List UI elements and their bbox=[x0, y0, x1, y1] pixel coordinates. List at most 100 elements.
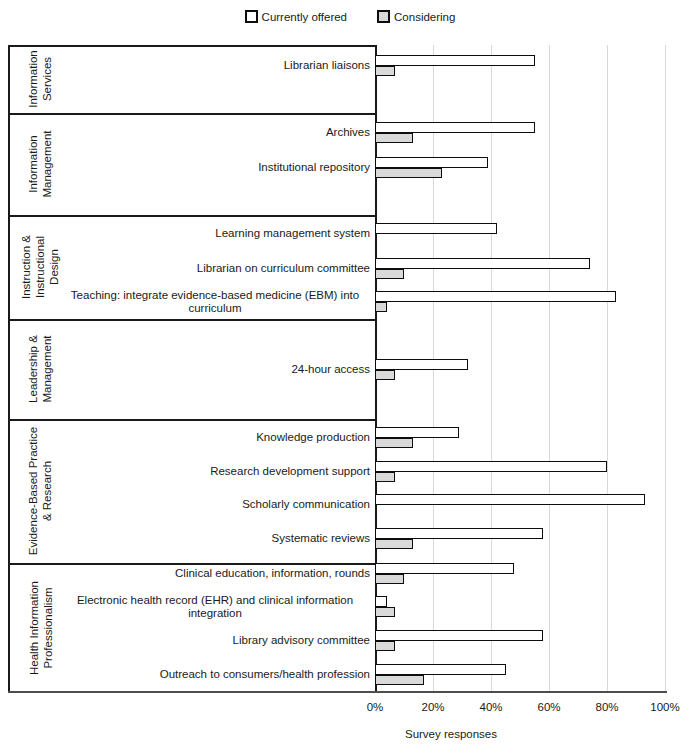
bar-considering bbox=[375, 370, 395, 381]
row-label: Teaching: integrate evidence-based medic… bbox=[60, 287, 370, 317]
row-label-text: Scholarly communication bbox=[242, 498, 370, 511]
legend-label: Considering bbox=[394, 11, 455, 23]
row-label-text: Research development support bbox=[210, 465, 370, 478]
bar-considering bbox=[375, 607, 395, 618]
category-label-line: & Research bbox=[40, 419, 54, 563]
bar-considering bbox=[375, 472, 395, 483]
x-tick-label: 60% bbox=[519, 701, 579, 713]
category-label-line: Design bbox=[47, 215, 61, 319]
category-label: Evidence-Based Practice& Research bbox=[26, 419, 54, 563]
bar-currently-offered bbox=[375, 427, 459, 438]
category-label: InformationServices bbox=[26, 45, 54, 113]
bar-currently-offered bbox=[375, 664, 506, 675]
legend-item-considering: Considering bbox=[377, 10, 455, 23]
row-label-text: Librarian on curriculum committee bbox=[197, 262, 370, 275]
section-divider-line bbox=[8, 113, 377, 115]
bar-considering bbox=[375, 641, 395, 652]
row-label: Learning management system bbox=[60, 219, 370, 249]
category-label: Instruction &InstructionalDesign bbox=[19, 215, 61, 319]
legend-item-currently-offered: Currently offered bbox=[245, 10, 347, 23]
bar-currently-offered bbox=[375, 563, 514, 574]
bar-currently-offered bbox=[375, 596, 387, 607]
section-divider-line bbox=[8, 45, 377, 47]
considering-swatch-icon bbox=[377, 10, 390, 23]
gridline bbox=[665, 45, 666, 692]
bar-currently-offered bbox=[375, 359, 468, 370]
section-divider-line bbox=[8, 319, 377, 321]
bar-considering bbox=[375, 269, 404, 280]
value-axis-line bbox=[8, 691, 667, 693]
category-label-line: Instruction & bbox=[19, 215, 33, 319]
bar-currently-offered bbox=[375, 157, 488, 168]
row-label: Electronic health record (EHR) and clini… bbox=[60, 592, 370, 622]
bar-considering bbox=[375, 574, 404, 585]
row-label-text: 24-hour access bbox=[291, 363, 370, 376]
row-label: Research development support bbox=[60, 457, 370, 487]
row-label-text: Institutional repository bbox=[258, 161, 370, 174]
row-label: Library advisory committee bbox=[60, 626, 370, 656]
bar-currently-offered bbox=[375, 494, 645, 505]
category-label-line: Information bbox=[26, 113, 40, 215]
row-label: Librarian on curriculum committee bbox=[60, 254, 370, 284]
bar-considering bbox=[375, 133, 413, 144]
bar-currently-offered bbox=[375, 461, 607, 472]
bar-considering bbox=[375, 438, 413, 449]
legend-label: Currently offered bbox=[262, 11, 347, 23]
row-label-text: Teaching: integrate evidence-based medic… bbox=[60, 289, 370, 315]
gridline bbox=[491, 45, 492, 692]
bar-currently-offered bbox=[375, 291, 616, 302]
row-label: Systematic reviews bbox=[60, 524, 370, 554]
category-label-line: Leadership & bbox=[26, 319, 40, 419]
category-label: Leadership &Management bbox=[26, 319, 54, 419]
category-label-line: Services bbox=[40, 45, 54, 113]
bar-currently-offered bbox=[375, 223, 497, 234]
bar-currently-offered bbox=[375, 528, 543, 539]
bar-currently-offered bbox=[375, 55, 535, 66]
gridline bbox=[549, 45, 550, 692]
x-tick-label: 20% bbox=[403, 701, 463, 713]
row-label-text: Clinical education, information, rounds bbox=[175, 567, 370, 580]
category-label-line: Management bbox=[40, 113, 54, 215]
category-label-line: Evidence-Based Practice bbox=[26, 419, 40, 563]
category-label-line: Management bbox=[40, 319, 54, 419]
gridline bbox=[607, 45, 608, 692]
survey-bar-chart-figure: Currently offered Considering Informatio… bbox=[0, 0, 700, 753]
bar-currently-offered bbox=[375, 630, 543, 641]
row-label: Knowledge production bbox=[60, 423, 370, 453]
category-label: InformationManagement bbox=[26, 113, 54, 215]
bar-considering bbox=[375, 302, 387, 313]
row-label-text: Systematic reviews bbox=[272, 532, 370, 545]
category-label-line: Instructional bbox=[33, 215, 47, 319]
panel-left-border bbox=[8, 45, 10, 692]
bar-currently-offered bbox=[375, 258, 590, 269]
row-label-text: Library advisory committee bbox=[233, 634, 370, 647]
category-label-line: Professionalism bbox=[40, 563, 54, 692]
category-label-line: Information bbox=[26, 45, 40, 113]
row-label-text: Outreach to consumers/health profession bbox=[160, 668, 370, 681]
row-label: Outreach to consumers/health profession bbox=[60, 660, 370, 690]
bar-considering bbox=[375, 675, 424, 686]
row-label-text: Electronic health record (EHR) and clini… bbox=[60, 594, 370, 620]
x-tick-label: 80% bbox=[577, 701, 637, 713]
row-label-text: Knowledge production bbox=[256, 431, 370, 444]
row-label: Archives bbox=[60, 118, 370, 148]
x-tick-label: 0% bbox=[345, 701, 405, 713]
x-tick-label: 40% bbox=[461, 701, 521, 713]
row-label-text: Archives bbox=[326, 126, 370, 139]
row-label: Clinical education, information, rounds bbox=[60, 559, 370, 589]
x-axis-title: Survey responses bbox=[351, 728, 551, 740]
row-label: Librarian liaisons bbox=[60, 51, 370, 81]
row-label: Scholarly communication bbox=[60, 490, 370, 520]
row-label-text: Librarian liaisons bbox=[284, 59, 370, 72]
row-label: Institutional repository bbox=[60, 153, 370, 183]
section-divider-line bbox=[8, 215, 377, 217]
bar-considering bbox=[375, 539, 413, 550]
bar-currently-offered bbox=[375, 122, 535, 133]
bar-considering bbox=[375, 66, 395, 77]
chart-legend: Currently offered Considering bbox=[0, 10, 700, 23]
x-tick-label: 100% bbox=[635, 701, 695, 713]
row-label: 24-hour access bbox=[60, 355, 370, 385]
section-divider-line bbox=[8, 419, 377, 421]
currently-offered-swatch-icon bbox=[245, 10, 258, 23]
bar-considering bbox=[375, 168, 442, 179]
